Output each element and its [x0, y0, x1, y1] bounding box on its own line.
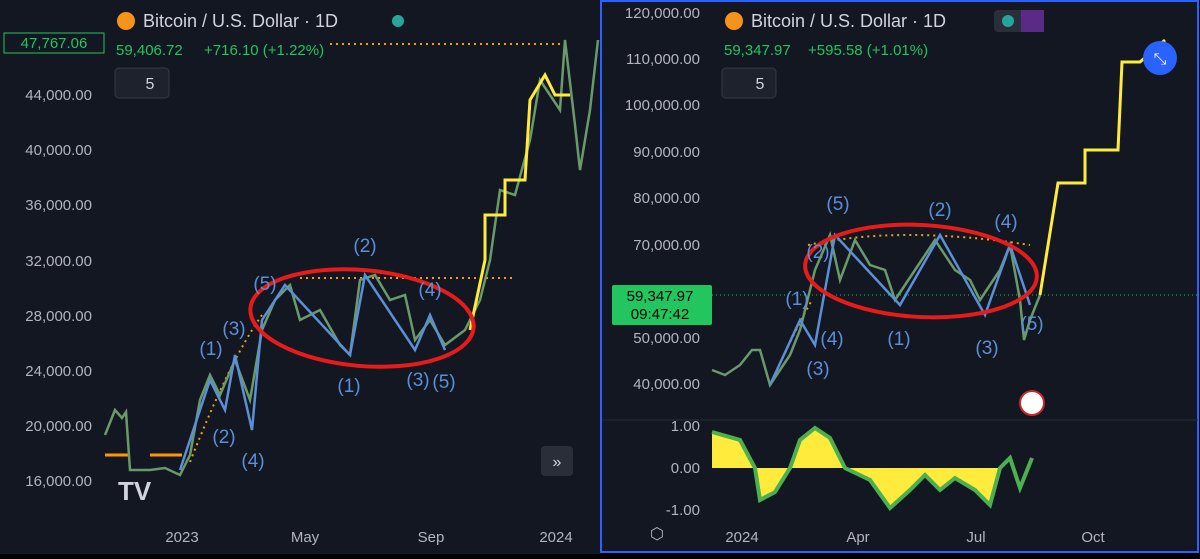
oscillator-label: 1.00	[671, 418, 700, 435]
interval-text[interactable]: 5	[146, 76, 155, 93]
wave-label: (2)	[353, 236, 376, 257]
wave-label: (5)	[253, 274, 276, 295]
scroll-button[interactable]	[541, 446, 573, 476]
y-axis-label: 90,000.00	[633, 144, 700, 161]
wave-label: (3)	[806, 359, 829, 380]
y-axis-label: 50,000.00	[633, 330, 700, 347]
coin-icon	[117, 12, 135, 30]
oscillator-line	[711, 425, 1034, 511]
oscillator-label: 0.00	[671, 460, 700, 477]
projection-line	[1038, 38, 1166, 296]
wave-label: (1)	[337, 376, 360, 397]
wave-label: (1)	[785, 289, 808, 310]
last-price: 59,406.72	[116, 42, 183, 59]
wave-label: (4)	[994, 212, 1017, 233]
interval-button[interactable]	[721, 67, 777, 99]
y-axis-label: 80,000.00	[633, 190, 700, 207]
event-flag[interactable]	[1019, 390, 1045, 416]
x-axis-label: 2024	[539, 529, 572, 546]
wave-label: (4)	[820, 329, 843, 350]
x-axis-label: 2023	[165, 529, 198, 546]
collapse-icon[interactable]: ⤡	[1154, 51, 1167, 68]
x-axis-label: May	[291, 529, 320, 546]
wave-label: (3)	[222, 319, 245, 340]
wave-line	[768, 232, 1032, 386]
oscillator-fill	[712, 428, 1000, 508]
y-axis-label: 44,000.00	[25, 87, 92, 104]
wave-label: (2)	[806, 242, 829, 263]
wave-label: (3)	[975, 338, 998, 359]
market-status	[392, 15, 404, 27]
coin-icon	[725, 12, 743, 30]
last-price: 59,347.97	[724, 42, 791, 59]
x-axis-label: 2024	[725, 529, 758, 546]
y-axis-label: 100,000.00	[625, 97, 700, 114]
x-axis-label: Apr	[846, 529, 869, 546]
wave-label: (4)	[241, 451, 264, 472]
scroll-icon[interactable]: »	[553, 454, 562, 471]
y-axis-label: 40,000.00	[25, 142, 92, 159]
price-tag-text: 59,347.97	[627, 288, 694, 305]
wave-label: (5)	[1020, 314, 1043, 335]
x-axis-label: Jul	[966, 529, 985, 546]
logo: TV	[118, 476, 152, 506]
y-axis-label: 24,000.00	[25, 363, 92, 380]
symbol-title: Bitcoin / U.S. Dollar · 1D	[751, 11, 946, 31]
symbol-title: Bitcoin / U.S. Dollar · 1D	[143, 11, 338, 31]
price-tag-text: 47,767.06	[21, 35, 88, 52]
interval-button[interactable]	[114, 67, 170, 99]
oscillator-label: -1.00	[666, 502, 700, 519]
y-axis-label: 16,000.00	[25, 473, 92, 490]
wave-label: (3)	[406, 370, 429, 391]
right-drawing: ⤡	[711, 38, 1198, 511]
y-axis-label: 40,000.00	[633, 376, 700, 393]
y-axis-label: 20,000.00	[25, 418, 92, 435]
x-axis-label: Oct	[1081, 529, 1105, 546]
y-axis-label: 120,000.00	[625, 5, 700, 22]
wave-label: (5)	[432, 372, 455, 393]
price-tag	[3, 32, 105, 54]
y-axis-label: 36,000.00	[25, 197, 92, 214]
x-axis-label: Sep	[418, 529, 445, 546]
wave-label: (2)	[212, 427, 235, 448]
wave-line	[178, 271, 447, 471]
wave-label: (5)	[826, 194, 849, 215]
y-axis-label: 70,000.00	[633, 237, 700, 254]
pattern-ellipse	[248, 267, 476, 369]
pattern-ellipse	[803, 222, 1039, 320]
wave-label: (1)	[199, 339, 222, 360]
y-axis-label: 110,000.00	[626, 51, 700, 68]
price-tag	[612, 285, 712, 325]
neckline	[807, 234, 1031, 246]
wave-label: (2)	[928, 200, 951, 221]
right-panel	[600, 0, 1199, 553]
projection-line	[468, 71, 570, 331]
left-drawing	[103, 39, 600, 477]
wave-label: (4)	[418, 280, 441, 301]
price-change: +595.58 (+1.01%)	[808, 42, 928, 59]
settings-icon[interactable]: ⬡	[650, 526, 664, 543]
y-axis-label: 28,000.00	[25, 308, 92, 325]
labels: 44,000.00 40,000.00 36,000.00 32,000.00 28,0…	[25, 5, 1105, 546]
price-change: +716.10 (+1.22%)	[204, 42, 324, 59]
y-axis-label: 32,000.00	[25, 253, 92, 270]
market-status	[1002, 15, 1014, 27]
interval-text[interactable]: 5	[756, 76, 765, 93]
wave-label: (1)	[887, 329, 910, 350]
countdown: 09:47:42	[631, 306, 689, 323]
alert-icon	[1021, 10, 1044, 32]
collapse-button[interactable]	[1143, 41, 1177, 75]
